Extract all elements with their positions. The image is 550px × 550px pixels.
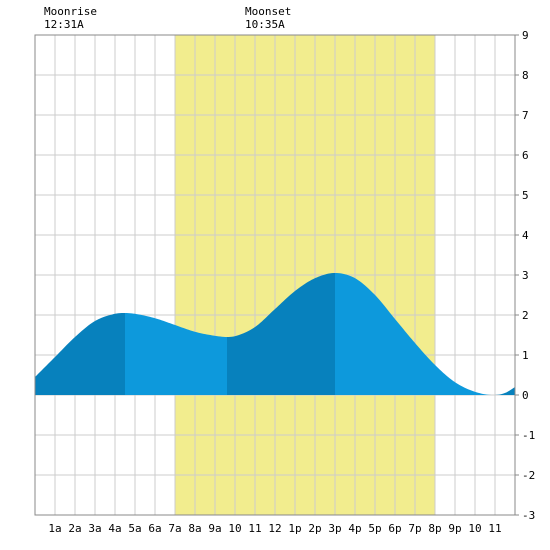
y-tick-label: -1 — [522, 429, 535, 442]
y-tick-label: 2 — [522, 309, 529, 322]
tide-area-rising — [35, 313, 125, 395]
moonset-time: 10:35A — [245, 18, 285, 31]
y-tick-label: 5 — [522, 189, 529, 202]
x-tick-label: 4p — [348, 522, 361, 535]
x-tick-label: 11 — [248, 522, 261, 535]
x-tick-label: 12 — [268, 522, 281, 535]
x-tick-label: 8a — [188, 522, 201, 535]
x-tick-label: 11 — [488, 522, 501, 535]
x-tick-label: 8p — [428, 522, 441, 535]
x-tick-label: 6p — [388, 522, 401, 535]
x-tick-label: 5p — [368, 522, 381, 535]
y-tick-label: 3 — [522, 269, 529, 282]
y-tick-label: -2 — [522, 469, 535, 482]
x-tick-label: 10 — [468, 522, 481, 535]
x-tick-label: 4a — [108, 522, 121, 535]
x-tick-label: 5a — [128, 522, 141, 535]
x-tick-label: 10 — [228, 522, 241, 535]
y-tick-label: 1 — [522, 349, 529, 362]
y-tick-label: 8 — [522, 69, 529, 82]
x-tick-label: 7p — [408, 522, 421, 535]
y-tick-label: 6 — [522, 149, 529, 162]
x-tick-label: 3a — [88, 522, 101, 535]
x-tick-label: 1p — [288, 522, 301, 535]
x-tick-label: 6a — [148, 522, 161, 535]
tide-area-falling — [335, 273, 493, 395]
tide-area-rising — [493, 387, 515, 395]
moonset-label: Moonset — [245, 5, 292, 18]
y-tick-label: 0 — [522, 389, 529, 402]
moonrise-time: 12:31A — [44, 18, 84, 31]
x-tick-label: 3p — [328, 522, 341, 535]
x-tick-label: 9p — [448, 522, 461, 535]
y-tick-label: 9 — [522, 29, 529, 42]
tide-area-falling — [125, 313, 227, 395]
moonrise-label: Moonrise — [44, 5, 97, 18]
y-tick-label: 7 — [522, 109, 529, 122]
x-tick-label: 2p — [308, 522, 321, 535]
y-tick-label: 4 — [522, 229, 529, 242]
x-tick-label: 9a — [208, 522, 221, 535]
x-tick-label: 1a — [48, 522, 61, 535]
y-tick-label: -3 — [522, 509, 535, 522]
x-tick-label: 7a — [168, 522, 181, 535]
tide-area-rising — [227, 273, 335, 395]
x-tick-label: 2a — [68, 522, 81, 535]
